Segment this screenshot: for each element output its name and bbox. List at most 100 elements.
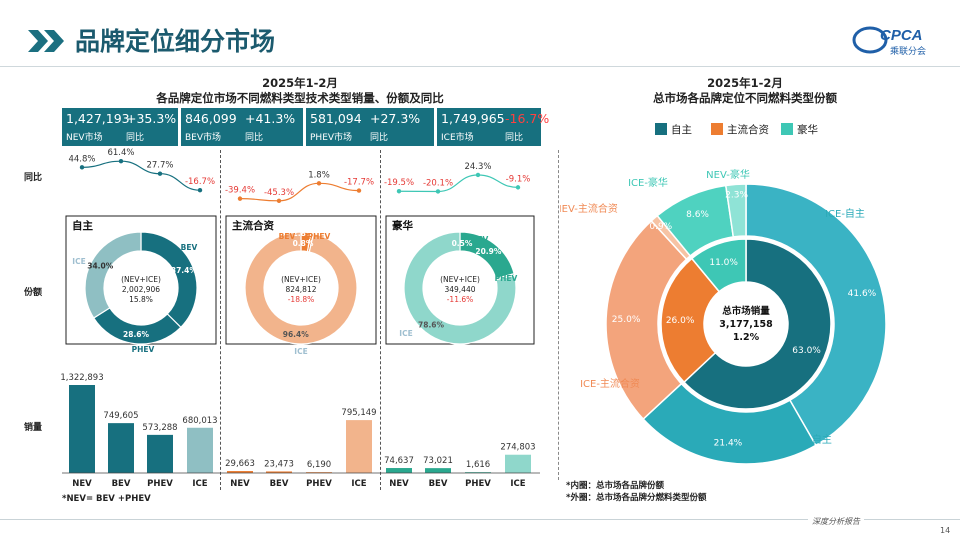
sales-bar-label: 573,288 <box>142 423 177 433</box>
share-slice <box>403 231 517 345</box>
outer-slice-name: ICE-主流合资 <box>580 377 640 390</box>
legend-label: 自主 <box>671 124 692 136</box>
sales-bar <box>266 471 292 473</box>
yoy-label: -16.7% <box>185 177 215 187</box>
yoy-label: 27.7% <box>146 161 173 171</box>
row-label-share: 份额 <box>24 288 43 298</box>
chevron-logo-icon <box>28 30 64 52</box>
sales-category-label: NEV <box>72 479 92 489</box>
outer-slice-label: 41.6% <box>848 289 877 299</box>
kpi-yoy-label: 同比 <box>245 133 264 143</box>
yoy-point <box>79 165 85 170</box>
right-chart-title: 2025年1-2月 总市场各品牌定位不同燃料类型份额 <box>653 76 837 105</box>
share-center-text: (NEV+ICE) <box>121 275 161 284</box>
outer-slice-label: 2.3% <box>725 190 748 200</box>
yoy-label: 44.8% <box>68 154 95 164</box>
kpi-label: PHEV市场 <box>310 133 353 143</box>
share-series-name: PHEV <box>495 274 518 283</box>
yoy-label: 61.4% <box>107 148 134 158</box>
share-series-name: ICE <box>294 347 307 356</box>
note-inner-ring: *内圈：总市场各品牌份额 <box>566 481 664 491</box>
share-slice-label: 37.4% <box>171 266 198 275</box>
kpi-tile: 1,427,193 +35.3% NEV市场 同比 <box>62 108 178 146</box>
share-center-text: 15.8% <box>129 295 153 304</box>
kpi-yoy-label: 同比 <box>126 133 145 143</box>
yoy-point <box>157 171 163 176</box>
market-slice <box>745 183 887 447</box>
legend-label: 豪华 <box>797 124 818 136</box>
share-center-text: 2,002,906 <box>122 285 160 294</box>
footer-line <box>0 519 960 520</box>
sales-bar-label: 274,803 <box>500 443 535 453</box>
kpi-yoy: +35.3% <box>126 111 177 126</box>
kpi-value: 1,427,193 <box>66 111 130 126</box>
legend-swatch <box>711 123 723 135</box>
kpi-label: NEV市场 <box>66 133 103 143</box>
outer-slice-label: 21.4% <box>714 439 743 449</box>
share-panel-title: 主流合资 <box>232 219 274 232</box>
kpi-label: ICE市场 <box>441 133 474 143</box>
outer-slice-name: ICE-自主 <box>825 207 865 220</box>
share-series-name: ICE <box>72 257 85 266</box>
yoy-label: -19.5% <box>384 178 414 188</box>
share-center-text: (NEV+ICE) <box>440 275 480 284</box>
sales-category-label: PHEV <box>306 479 332 489</box>
share-center-text: -18.8% <box>288 295 315 304</box>
yoy-line <box>81 160 201 191</box>
sales-category-label: ICE <box>192 479 207 489</box>
outer-slice-name: NEV-豪华 <box>706 168 750 181</box>
footer-text: 深度分析报告 <box>808 516 864 527</box>
legend-item: 自主 <box>655 122 692 137</box>
market-slice <box>682 238 832 410</box>
row-label-yoy: 同比 <box>24 173 43 183</box>
share-series-name: PHEV <box>308 232 331 241</box>
share-series-name: PHEV <box>132 345 155 354</box>
share-center-text: 824,812 <box>285 285 316 294</box>
page-title: 品牌定位细分市场 <box>75 27 276 56</box>
yoy-point <box>118 158 124 164</box>
share-slice-label: 20.9% <box>475 247 502 256</box>
share-center-text: -11.6% <box>447 295 474 304</box>
legend-item: 主流合资 <box>711 122 769 137</box>
kpi-value: 581,094 <box>310 111 362 126</box>
outer-slice-name: NEV-主流合资 <box>560 202 618 215</box>
yoy-point <box>237 196 243 201</box>
sales-bar-label: 795,149 <box>341 408 376 418</box>
share-slice <box>84 231 142 319</box>
yoy-line <box>398 174 519 193</box>
sales-bar <box>187 427 213 473</box>
sales-category-label: BEV <box>429 479 448 489</box>
inner-slice-label: 26.0% <box>666 316 695 326</box>
share-slice-label: 78.6% <box>418 320 445 329</box>
sales-category-label: ICE <box>351 479 366 489</box>
share-slice-label: 28.6% <box>123 330 150 339</box>
yoy-point <box>515 185 521 190</box>
yoy-point <box>475 172 481 178</box>
total-market-donut: 总市场销量 3,177,158 1.2% 63.0% 26.0% 11.0% 41.6% 21… <box>560 168 887 465</box>
logo-subtext: 乘联分会 <box>890 45 926 57</box>
yoy-label: 1.8% <box>308 170 330 180</box>
logo-text: CPCA <box>880 27 923 44</box>
section-divider <box>558 150 559 480</box>
share-slice-label: 0.5% <box>452 239 473 248</box>
share-slice <box>244 231 358 345</box>
share-panel-title: 自主 <box>72 219 93 232</box>
panel-divider <box>380 150 381 490</box>
market-slice <box>660 257 721 384</box>
inner-slice-label: 11.0% <box>709 258 738 268</box>
left-footnote: *NEV= BEV +PHEV <box>62 494 151 504</box>
row-label-sales: 销量 <box>24 423 43 433</box>
kpi-yoy: +27.3% <box>370 111 421 126</box>
kpi-yoy: -16.7% <box>505 111 550 126</box>
market-center <box>706 284 786 364</box>
yoy-label: -17.7% <box>344 178 374 188</box>
outer-slice-label: 25.0% <box>612 315 641 325</box>
yoy-point <box>356 188 362 193</box>
yoy-point <box>197 188 203 193</box>
sales-bar-label: 29,663 <box>225 459 255 469</box>
outer-slice-label: 0.9% <box>649 222 672 232</box>
kpi-value: 846,099 <box>185 111 237 126</box>
yoy-label: 24.3% <box>464 162 491 172</box>
sales-category-label: ICE <box>510 479 525 489</box>
market-center-value: 3,177,158 <box>719 319 773 330</box>
